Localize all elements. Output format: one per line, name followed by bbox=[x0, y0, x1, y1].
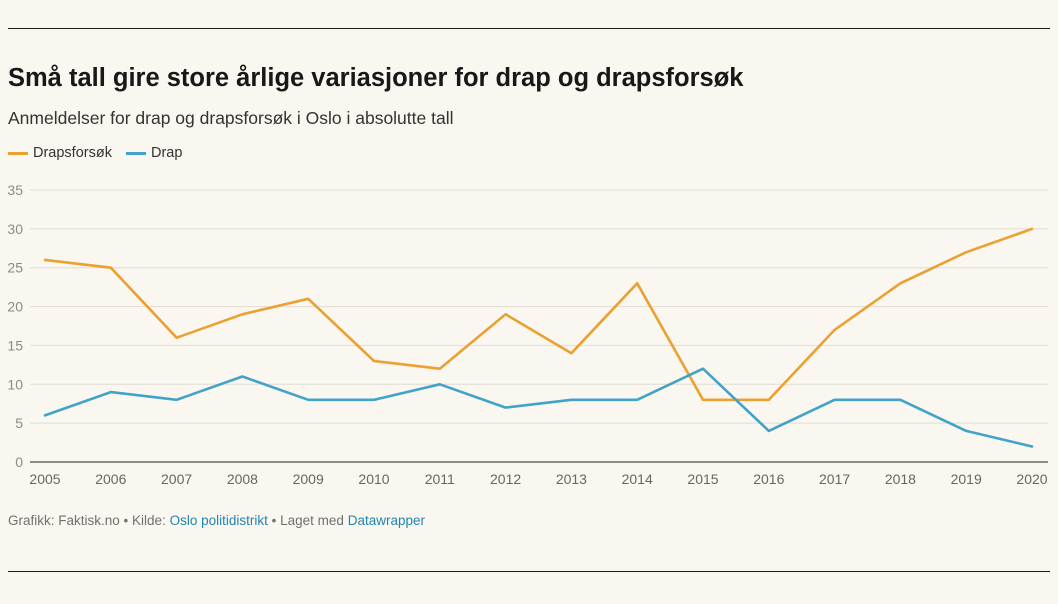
footer-source-label: Kilde: bbox=[132, 513, 166, 528]
series-line-drapsforsok bbox=[43, 227, 1034, 402]
legend-swatch-drap bbox=[125, 151, 146, 155]
footer-credit: Grafikk: Faktisk.no bbox=[8, 513, 120, 528]
series-line-drap bbox=[43, 367, 1034, 448]
x-tick-label: 2015 bbox=[687, 471, 718, 487]
x-tick-label: 2010 bbox=[358, 471, 389, 487]
y-tick-label: 30 bbox=[7, 221, 23, 237]
y-tick-label: 0 bbox=[15, 454, 23, 470]
legend-item-drap: Drap bbox=[125, 145, 183, 161]
footer-made-with-label: Laget med bbox=[280, 513, 344, 528]
x-axis: 2005 2006 2007 2008 2009 2010 2011 2012 2013 2014… bbox=[29, 471, 1047, 487]
x-tick-label: 2018 bbox=[885, 471, 916, 487]
gridlines bbox=[30, 189, 1048, 424]
y-tick-label: 5 bbox=[15, 415, 23, 431]
x-tick-label: 2009 bbox=[293, 471, 324, 487]
legend: Drapsforsøk Drap bbox=[8, 144, 196, 162]
bottom-rule bbox=[8, 571, 1050, 572]
x-tick-label: 2011 bbox=[425, 471, 455, 487]
x-tick-label: 2005 bbox=[29, 471, 60, 487]
x-tick-label: 2006 bbox=[95, 471, 126, 487]
footer-separator: • bbox=[123, 513, 129, 528]
x-tick-label: 2016 bbox=[753, 471, 784, 487]
y-tick-label: 10 bbox=[7, 376, 23, 392]
series-lines bbox=[43, 227, 1034, 448]
y-tick-label: 15 bbox=[7, 337, 23, 353]
y-tick-label: 35 bbox=[7, 182, 23, 198]
datawrapper-link[interactable]: Datawrapper bbox=[347, 513, 425, 528]
y-axis: 0 5 10 15 20 25 30 35 bbox=[7, 182, 23, 470]
legend-item-drapsforsok: Drapsforsøk bbox=[8, 145, 112, 161]
y-tick-label: 25 bbox=[7, 260, 23, 276]
chart-title: Små tall gire store årlige variasjoner f… bbox=[8, 64, 744, 92]
source-link[interactable]: Oslo politidistrikt bbox=[169, 513, 268, 528]
x-tick-label: 2013 bbox=[556, 471, 587, 487]
legend-label-drapsforsok: Drapsforsøk bbox=[33, 145, 112, 161]
chart-subtitle: Anmeldelser for drap og drapsforsøk i Os… bbox=[8, 108, 454, 128]
x-tick-label: 2020 bbox=[1016, 471, 1047, 487]
y-tick-label: 20 bbox=[7, 299, 23, 315]
legend-swatch-drapsforsok bbox=[8, 151, 28, 155]
x-tick-label: 2014 bbox=[622, 471, 653, 487]
x-tick-label: 2012 bbox=[490, 471, 521, 487]
x-tick-label: 2019 bbox=[951, 471, 982, 487]
legend-label-drap: Drap bbox=[150, 145, 183, 161]
x-tick-label: 2017 bbox=[819, 471, 850, 487]
footer-separator: • bbox=[271, 513, 277, 528]
x-tick-label: 2007 bbox=[161, 471, 192, 487]
footer: Grafikk: Faktisk.no • Kilde: Oslo politi… bbox=[8, 512, 425, 530]
top-rule bbox=[8, 28, 1050, 29]
x-tick-label: 2008 bbox=[227, 471, 258, 487]
